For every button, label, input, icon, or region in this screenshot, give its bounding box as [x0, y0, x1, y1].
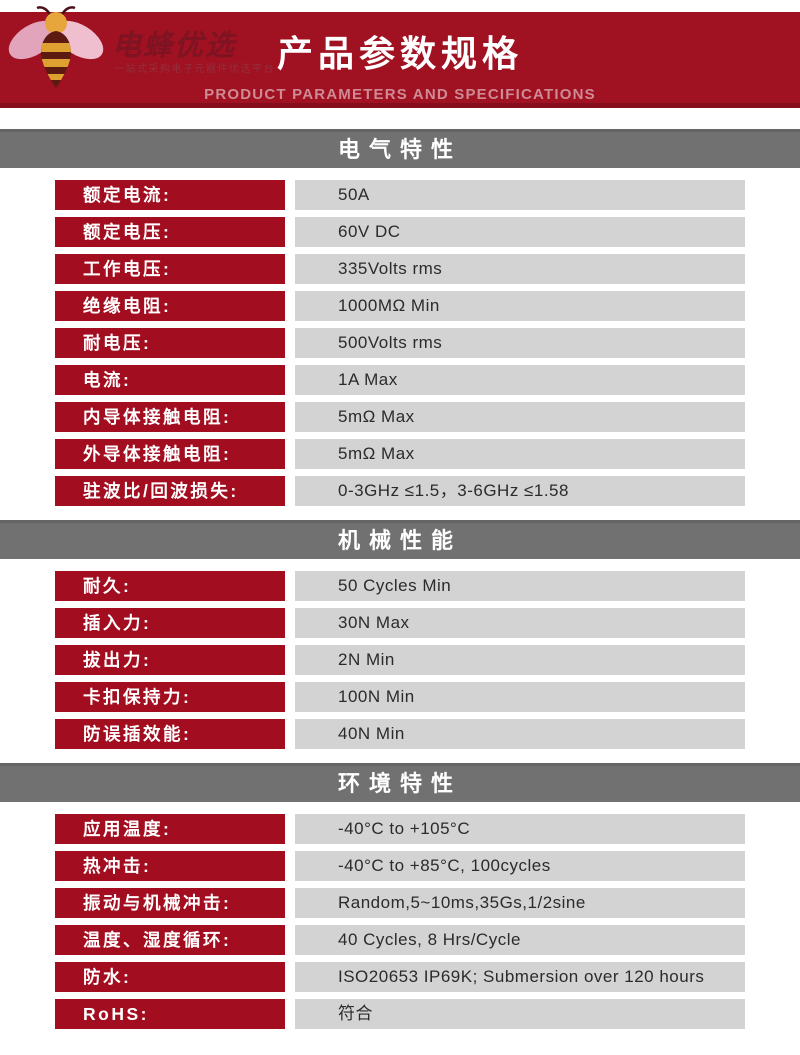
spec-label: 拔出力: [55, 645, 285, 675]
spec-row: 工作电压: 335Volts rms [55, 254, 745, 284]
section-title: 环境特性 [337, 771, 462, 796]
page-subtitle: PRODUCT PARAMETERS AND SPECIFICATIONS [204, 86, 596, 103]
brand-name: 电蜂优选 [112, 30, 237, 62]
spec-row: 绝缘电阻: 1000MΩ Min [55, 291, 745, 321]
spec-value: -40°C to +85°C, 100cycles [295, 851, 745, 881]
spec-value: 1000MΩ Min [295, 291, 745, 321]
spec-value: -40°C to +105°C [295, 814, 745, 844]
spec-row: 防误插效能: 40N Min [55, 719, 745, 749]
spec-value: 符合 [295, 999, 745, 1029]
spec-label: 内导体接触电阻: [55, 402, 285, 432]
spec-row: 防水: ISO20653 IP69K; Submersion over 120 … [55, 962, 745, 992]
spec-row: 拔出力: 2N Min [55, 645, 745, 675]
section-title: 机械性能 [337, 528, 462, 553]
spec-label: 耐电压: [55, 328, 285, 358]
spec-value: 2N Min [295, 645, 745, 675]
bee-logo-icon [8, 6, 104, 88]
spec-value: 50 Cycles Min [295, 571, 745, 601]
spec-label: RoHS: [55, 999, 285, 1029]
spec-section: 电气特性 额定电流: 50A 额定电压: 60V DC 工作电压: 335Vol… [0, 129, 800, 506]
section-title: 电气特性 [337, 137, 462, 162]
page-header: 电蜂优选 一站式采购电子元器件优选平台 产品参数规格 PRODUCT PARAM… [0, 6, 800, 108]
spec-section: 环境特性 应用温度: -40°C to +105°C 热冲击: -40°C to… [0, 763, 800, 1029]
spec-label: 温度、湿度循环: [55, 925, 285, 955]
spec-label: 外导体接触电阻: [55, 439, 285, 469]
section-rows: 应用温度: -40°C to +105°C 热冲击: -40°C to +85°… [0, 814, 800, 1029]
spec-value: ISO20653 IP69K; Submersion over 120 hour… [295, 962, 745, 992]
spec-row: 电流: 1A Max [55, 365, 745, 395]
spec-label: 防水: [55, 962, 285, 992]
spec-row: 耐电压: 500Volts rms [55, 328, 745, 358]
spec-row: 热冲击: -40°C to +85°C, 100cycles [55, 851, 745, 881]
page-title: 产品参数规格 [276, 33, 523, 74]
section-rows: 耐久: 50 Cycles Min 插入力: 30N Max 拔出力: 2N M… [0, 571, 800, 749]
brand-tagline: 一站式采购电子元器件优选平台 [114, 64, 275, 75]
brand-logo: 电蜂优选 一站式采购电子元器件优选平台 [6, 4, 274, 104]
spec-value: 5mΩ Max [295, 439, 745, 469]
spec-label: 绝缘电阻: [55, 291, 285, 321]
spec-value: 40 Cycles, 8 Hrs/Cycle [295, 925, 745, 955]
spec-label: 插入力: [55, 608, 285, 638]
spec-row: 温度、湿度循环: 40 Cycles, 8 Hrs/Cycle [55, 925, 745, 955]
spec-value: 500Volts rms [295, 328, 745, 358]
spec-row: 额定电压: 60V DC [55, 217, 745, 247]
spec-value: 0-3GHz ≤1.5，3-6GHz ≤1.58 [295, 476, 745, 506]
spec-label: 工作电压: [55, 254, 285, 284]
spec-row: 驻波比/回波损失: 0-3GHz ≤1.5，3-6GHz ≤1.58 [55, 476, 745, 506]
spec-label: 防误插效能: [55, 719, 285, 749]
spec-row: 耐久: 50 Cycles Min [55, 571, 745, 601]
spec-value: 335Volts rms [295, 254, 745, 284]
spec-label: 耐久: [55, 571, 285, 601]
section-header-bar: 电气特性 [0, 129, 800, 168]
spec-row: 额定电流: 50A [55, 180, 745, 210]
spec-section: 机械性能 耐久: 50 Cycles Min 插入力: 30N Max 拔出力:… [0, 520, 800, 749]
spec-row: 振动与机械冲击: Random,5~10ms,35Gs,1/2sine [55, 888, 745, 918]
spec-value: 50A [295, 180, 745, 210]
spec-label: 热冲击: [55, 851, 285, 881]
section-header-bar: 环境特性 [0, 763, 800, 802]
spec-value: 30N Max [295, 608, 745, 638]
spec-value: 5mΩ Max [295, 402, 745, 432]
spec-label: 额定电流: [55, 180, 285, 210]
spec-row: 外导体接触电阻: 5mΩ Max [55, 439, 745, 469]
spec-label: 振动与机械冲击: [55, 888, 285, 918]
spec-label: 额定电压: [55, 217, 285, 247]
spec-value: Random,5~10ms,35Gs,1/2sine [295, 888, 745, 918]
spec-row: 内导体接触电阻: 5mΩ Max [55, 402, 745, 432]
spec-row: 插入力: 30N Max [55, 608, 745, 638]
spec-row: RoHS: 符合 [55, 999, 745, 1029]
spec-label: 卡扣保持力: [55, 682, 285, 712]
spec-label: 驻波比/回波损失: [55, 476, 285, 506]
spec-value: 40N Min [295, 719, 745, 749]
spec-label: 电流: [55, 365, 285, 395]
spec-value: 1A Max [295, 365, 745, 395]
spec-label: 应用温度: [55, 814, 285, 844]
spec-value: 60V DC [295, 217, 745, 247]
spec-row: 应用温度: -40°C to +105°C [55, 814, 745, 844]
section-rows: 额定电流: 50A 额定电压: 60V DC 工作电压: 335Volts rm… [0, 180, 800, 506]
page-top-margin [0, 0, 800, 12]
spec-value: 100N Min [295, 682, 745, 712]
section-header-bar: 机械性能 [0, 520, 800, 559]
spec-sections: 电气特性 额定电流: 50A 额定电压: 60V DC 工作电压: 335Vol… [0, 129, 800, 1029]
spec-row: 卡扣保持力: 100N Min [55, 682, 745, 712]
